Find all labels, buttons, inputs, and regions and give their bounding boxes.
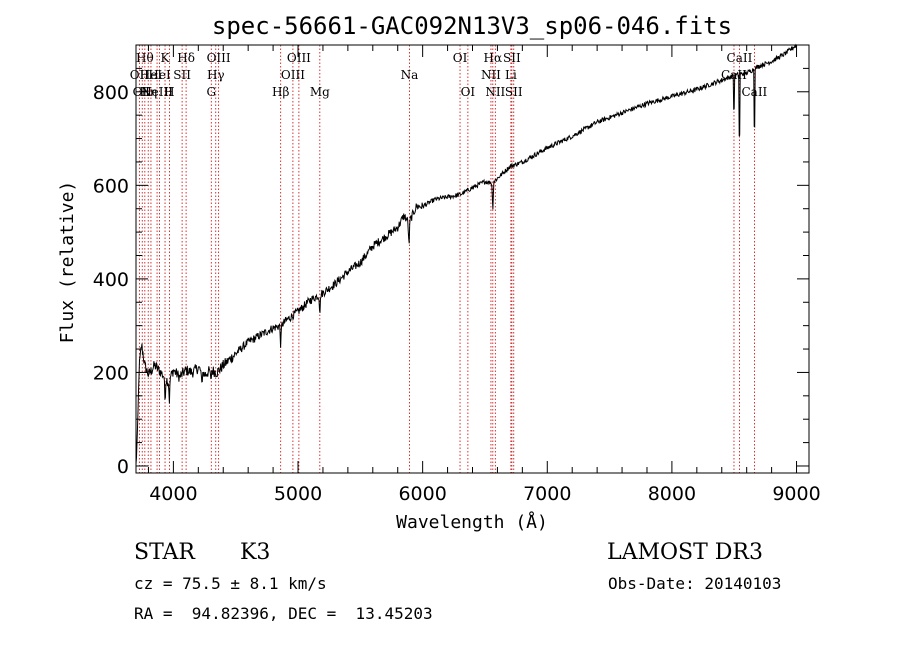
spectral-line-label: Hγ [207,68,225,82]
spectral-line-label: Mg [310,85,330,99]
x-tick-label: 8000 [648,483,696,505]
spectrum-series-line [135,43,797,465]
x-tick-label: 5000 [274,483,322,505]
spectral-line-label: OIII [207,51,231,65]
axis-tick-labels: 4000 5000 6000 7000 8000 9000 0 200 400 600 800 [93,82,821,505]
spectral-line-label: OI [461,85,476,99]
y-tick-label: 200 [93,362,129,384]
spectral-line-label: Hθ [136,51,154,65]
spectral-line-label: OI [453,51,468,65]
spectral-line-label: SII [173,68,191,82]
y-tick-label: 800 [93,82,129,104]
spectral-line-label: NII [481,68,501,82]
coordinates: RA = 94.82396, DEC = 13.45203 [134,604,433,623]
spectral-line-label: OIII [281,68,305,82]
x-tick-label: 6000 [398,483,446,505]
y-tick-label: 400 [93,269,129,291]
y-tick-label: 600 [93,175,129,197]
spectral-line-markers [138,45,755,473]
redshift-velocity: cz = 75.5 ± 8.1 km/s [134,574,327,593]
spectral-line-label: Hη [139,85,157,99]
spectral-line-label: OIII [287,51,311,65]
survey-name: LAMOST DR3 [607,540,763,565]
spectral-line-label: OII [130,68,150,82]
object-class: STAR [134,540,195,565]
spectral-line-label: HeI [148,68,171,82]
spectral-line-label: G [206,85,216,99]
x-tick-label: 4000 [149,483,197,505]
spectral-line-label: Na [401,68,419,82]
spectral-line-label: H [164,85,174,99]
x-axis-label: Wavelength (Å) [396,511,548,533]
spectral-line-label: HeI [140,68,163,82]
plot-frame [135,44,810,474]
y-axis-label: Flux (relative) [57,181,78,344]
spectral-line-labels: OIIOIIHθHηHeINeIIIHeIKHSIIHδGHγOIIIHβOII… [130,51,768,99]
spectral-line-label: SII [505,85,523,99]
spectral-line-label: Hα [484,51,503,65]
chart-title: spec-56661-GAC092N13V3_sp06-046.fits [212,12,732,40]
spectral-line-label: Hβ [272,85,289,99]
x-tick-label: 7000 [523,483,571,505]
object-subclass: K3 [240,540,271,565]
spectral-line-label: SII [503,51,521,65]
spectral-line-label: CaII [727,51,753,65]
spectral-line-label: K [161,51,171,65]
spectral-line-label: Li [505,68,517,82]
spectral-line-label: NeIII [141,85,173,99]
observation-date: Obs-Date: 20140103 [608,574,782,593]
y-tick-label: 0 [117,456,129,478]
x-tick-label: 9000 [772,483,820,505]
spectral-line-label: Hδ [177,51,195,65]
axis-ticks [136,44,809,473]
spectral-line-label: NII [485,85,505,99]
